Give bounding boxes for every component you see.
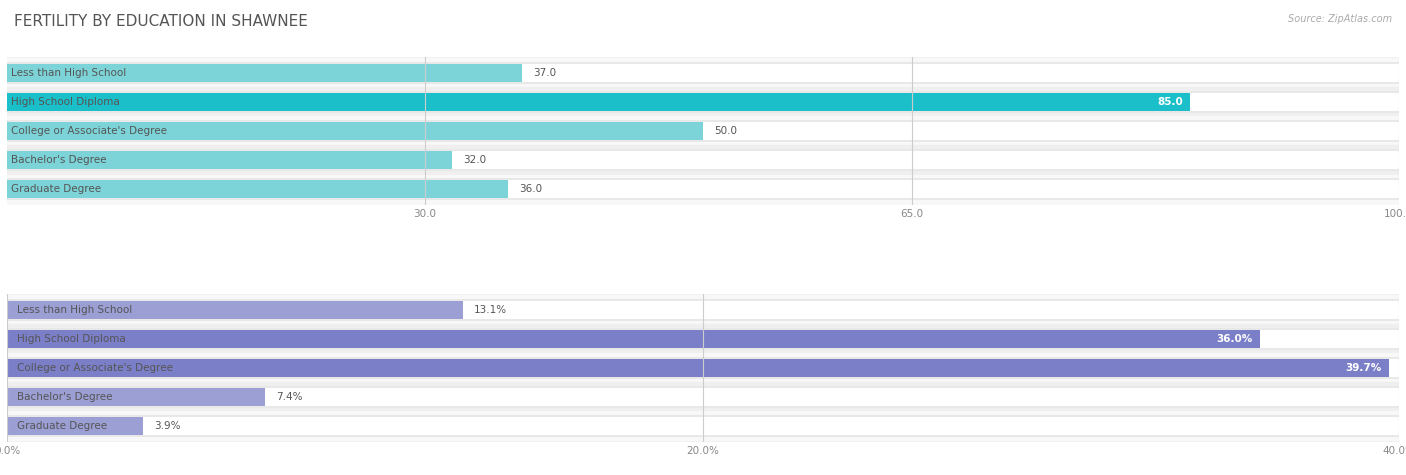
Bar bbox=[7, 301, 463, 319]
Bar bbox=[7, 64, 1399, 82]
Text: 85.0: 85.0 bbox=[1157, 97, 1184, 107]
Text: Less than High School: Less than High School bbox=[17, 305, 132, 315]
Bar bbox=[7, 120, 1399, 142]
Bar bbox=[7, 386, 1399, 408]
Text: 32.0: 32.0 bbox=[464, 155, 486, 165]
Text: 7.4%: 7.4% bbox=[276, 392, 302, 402]
Bar bbox=[7, 180, 508, 198]
Bar bbox=[7, 388, 264, 406]
Text: High School Diploma: High School Diploma bbox=[17, 334, 127, 344]
Bar bbox=[7, 93, 1399, 111]
Text: College or Associate's Degree: College or Associate's Degree bbox=[11, 126, 167, 136]
Bar bbox=[7, 359, 1399, 377]
Text: 39.7%: 39.7% bbox=[1346, 363, 1382, 373]
Text: Graduate Degree: Graduate Degree bbox=[11, 184, 101, 194]
Bar bbox=[7, 295, 1399, 324]
Bar bbox=[7, 382, 1399, 411]
Bar bbox=[7, 299, 1399, 321]
Bar bbox=[7, 388, 1399, 406]
Bar bbox=[7, 353, 1399, 382]
Bar bbox=[7, 417, 1399, 435]
Bar bbox=[7, 58, 1399, 87]
Text: 50.0: 50.0 bbox=[714, 126, 737, 136]
Text: FERTILITY BY EDUCATION IN SHAWNEE: FERTILITY BY EDUCATION IN SHAWNEE bbox=[14, 14, 308, 29]
Bar bbox=[7, 64, 522, 82]
Bar bbox=[7, 328, 1399, 350]
Text: High School Diploma: High School Diploma bbox=[11, 97, 120, 107]
Text: Less than High School: Less than High School bbox=[11, 68, 127, 78]
Bar bbox=[7, 151, 453, 169]
Text: Source: ZipAtlas.com: Source: ZipAtlas.com bbox=[1288, 14, 1392, 24]
Bar bbox=[7, 330, 1399, 348]
Bar bbox=[7, 174, 1399, 203]
Bar bbox=[7, 122, 703, 140]
Bar bbox=[7, 93, 1191, 111]
Text: 37.0: 37.0 bbox=[533, 68, 557, 78]
Bar bbox=[7, 357, 1399, 379]
Bar bbox=[7, 62, 1399, 84]
Bar bbox=[7, 178, 1399, 200]
Bar bbox=[7, 411, 1399, 440]
Bar bbox=[7, 330, 1260, 348]
Text: Bachelor's Degree: Bachelor's Degree bbox=[17, 392, 112, 402]
Bar bbox=[7, 151, 1399, 169]
Bar bbox=[7, 415, 1399, 437]
Bar bbox=[7, 301, 1399, 319]
Bar bbox=[7, 145, 1399, 174]
Bar bbox=[7, 417, 143, 435]
Text: College or Associate's Degree: College or Associate's Degree bbox=[17, 363, 173, 373]
Bar bbox=[7, 87, 1399, 116]
Bar bbox=[7, 122, 1399, 140]
Text: 3.9%: 3.9% bbox=[153, 421, 180, 431]
Bar bbox=[7, 91, 1399, 113]
Text: 13.1%: 13.1% bbox=[474, 305, 508, 315]
Text: 36.0: 36.0 bbox=[519, 184, 543, 194]
Bar bbox=[7, 180, 1399, 198]
Text: Graduate Degree: Graduate Degree bbox=[17, 421, 108, 431]
Bar bbox=[7, 324, 1399, 353]
Text: 36.0%: 36.0% bbox=[1216, 334, 1253, 344]
Bar bbox=[7, 116, 1399, 145]
Bar bbox=[7, 149, 1399, 171]
Bar bbox=[7, 359, 1389, 377]
Text: Bachelor's Degree: Bachelor's Degree bbox=[11, 155, 107, 165]
